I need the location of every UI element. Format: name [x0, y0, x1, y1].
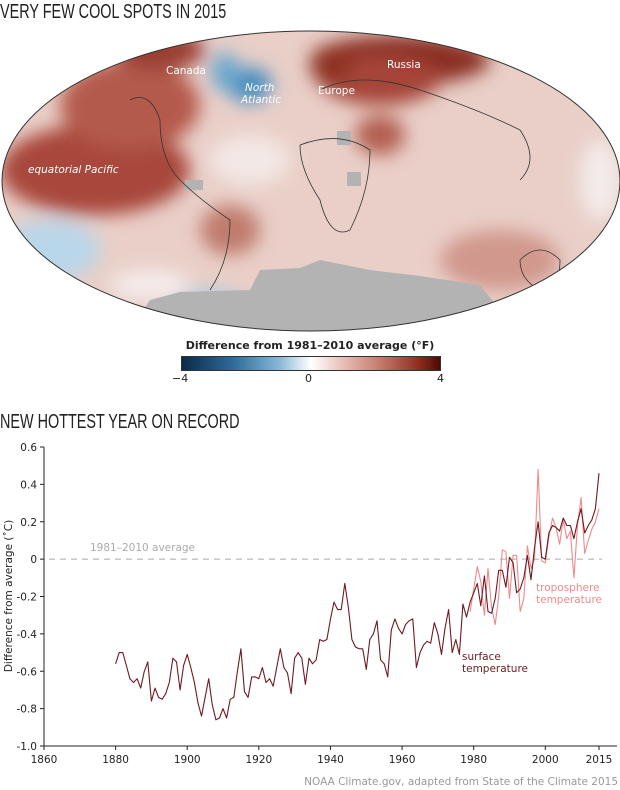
x-tick-label: 1960: [389, 754, 416, 766]
label-north-atlantic: North: [245, 82, 274, 94]
label-russia: Russia: [387, 59, 421, 71]
label-canada: Canada: [166, 65, 206, 77]
chart-title: NEW HOTTEST YEAR ON RECORD: [0, 411, 240, 433]
label-europe: Europe: [318, 85, 355, 97]
colorbar: [181, 356, 441, 371]
x-tick-label: 1980: [460, 754, 487, 766]
coastlines: [129, 79, 561, 291]
y-tick-label: 0.6: [20, 442, 37, 454]
label-north-atlantic-2: Atlantic: [240, 94, 281, 106]
x-tick-label: 2000: [532, 754, 559, 766]
colorbar-min-label: −4: [172, 372, 189, 385]
x-tick-label: 1940: [317, 754, 344, 766]
y-tick-label: -0.6: [17, 666, 38, 678]
y-tick-label: -0.2: [17, 592, 38, 604]
y-tick-label: -0.8: [17, 704, 38, 716]
colorbar-title: Difference from 1981–2010 average (°F): [185, 339, 435, 352]
global-temperature-map: Canada North Atlantic Europe Russia equa…: [1, 30, 620, 332]
y-tick-label: -0.4: [17, 629, 38, 641]
colorbar-max-label: 4: [437, 372, 444, 385]
x-tick-label: 1900: [174, 754, 201, 766]
x-tick-label: 2015: [586, 754, 613, 766]
x-tick-label: 1860: [31, 754, 58, 766]
surface-series-line: [115, 473, 600, 721]
surface-label-2: temperature: [462, 663, 528, 675]
antarctica-no-data: [100, 260, 520, 331]
reference-line-label: 1981–2010 average: [90, 542, 195, 554]
troposphere-label-1: troposphere: [536, 582, 600, 594]
y-tick-label: -1.0: [17, 741, 38, 753]
label-equatorial-pacific: equatorial Pacific: [28, 164, 119, 176]
source-credit: NOAA Climate.gov, adapted from State of …: [304, 776, 618, 788]
x-tick-label: 1920: [245, 754, 272, 766]
y-tick-label: 0: [30, 554, 37, 566]
surface-label-1: surface: [462, 651, 501, 663]
y-axis-label: Difference from average (˚C): [3, 520, 15, 672]
troposphere-label-2: temperature: [536, 594, 602, 606]
x-tick-label: 1880: [102, 754, 129, 766]
colorbar-mid-label: 0: [305, 372, 312, 385]
y-tick-label: 0.2: [20, 517, 37, 529]
y-tick-label: 0.4: [20, 479, 37, 491]
map-title: VERY FEW COOL SPOTS IN 2015: [0, 1, 227, 23]
troposphere-series-line: [469, 468, 600, 626]
